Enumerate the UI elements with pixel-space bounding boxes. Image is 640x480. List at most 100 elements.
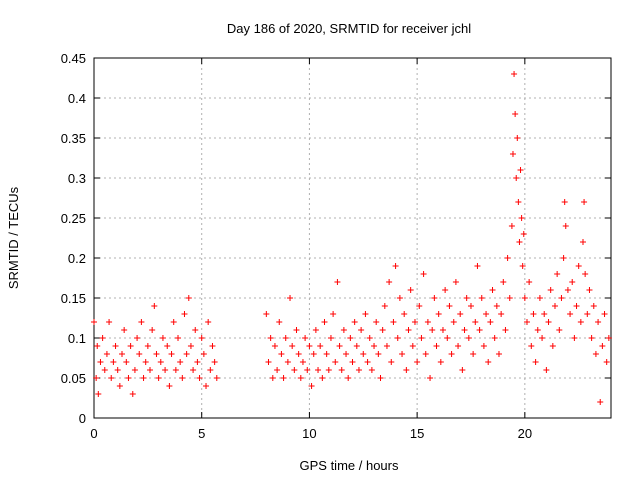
data-point (577, 319, 584, 325)
data-point (149, 327, 156, 333)
data-point (185, 295, 192, 301)
data-point (590, 303, 597, 309)
data-point (302, 335, 309, 341)
data-point (437, 359, 444, 365)
data-point (429, 327, 436, 333)
data-point (125, 375, 132, 381)
data-point (293, 327, 300, 333)
data-point (399, 351, 406, 357)
data-point (506, 295, 513, 301)
data-point (536, 295, 543, 301)
data-point (520, 231, 527, 237)
data-point (495, 351, 502, 357)
x-axis-label: GPS time / hours (300, 458, 399, 473)
data-point (269, 375, 276, 381)
data-point (459, 367, 466, 373)
data-point (573, 303, 580, 309)
data-point (592, 351, 599, 357)
y-tick-label: 0 (79, 411, 86, 426)
data-point (545, 319, 552, 325)
data-point (345, 375, 352, 381)
plot-frame (93, 57, 612, 419)
data-point (142, 359, 149, 365)
data-point (377, 375, 384, 381)
data-point (433, 343, 440, 349)
data-point (114, 367, 121, 373)
data-point (381, 303, 388, 309)
data-point (183, 351, 190, 357)
data-point (360, 351, 367, 357)
data-point (556, 327, 563, 333)
data-point (375, 351, 382, 357)
data-point (511, 71, 518, 77)
data-point (420, 271, 427, 277)
data-point (168, 351, 175, 357)
data-point (267, 335, 274, 341)
data-point (127, 343, 134, 349)
data-point (446, 303, 453, 309)
data-point (508, 223, 515, 229)
data-point (353, 343, 360, 349)
data-point (166, 383, 173, 389)
data-point (116, 383, 123, 389)
data-point (194, 359, 201, 365)
data-point (205, 319, 212, 325)
data-point (418, 335, 425, 341)
data-point (97, 359, 104, 365)
data-point (175, 335, 182, 341)
data-point (401, 311, 408, 317)
data-point (364, 359, 371, 365)
data-point (411, 319, 418, 325)
data-point (518, 215, 525, 221)
data-point (155, 375, 162, 381)
data-point (480, 343, 487, 349)
data-point (366, 335, 373, 341)
data-point (422, 351, 429, 357)
data-point (94, 343, 101, 349)
data-point (101, 367, 108, 373)
data-point (530, 311, 537, 317)
data-point (427, 375, 434, 381)
data-point (340, 327, 347, 333)
data-point (581, 199, 588, 205)
data-point (297, 375, 304, 381)
data-point (177, 359, 184, 365)
data-point (306, 343, 313, 349)
data-point (597, 399, 604, 405)
data-point (263, 311, 270, 317)
data-point (196, 375, 203, 381)
data-point (129, 391, 136, 397)
data-point (327, 335, 334, 341)
data-point (295, 351, 302, 357)
data-point (534, 327, 541, 333)
data-point (601, 311, 608, 317)
data-point (431, 295, 438, 301)
data-point (368, 367, 375, 373)
data-point (396, 295, 403, 301)
y-tick-label: 0.35 (61, 131, 86, 146)
data-point (472, 319, 479, 325)
data-point (512, 111, 519, 117)
data-point (121, 327, 128, 333)
data-point (560, 255, 567, 261)
data-point (571, 335, 578, 341)
data-point (407, 287, 414, 293)
data-point (164, 343, 171, 349)
x-tick-label: 5 (198, 426, 205, 441)
data-point (321, 319, 328, 325)
axis-ticks: 0 5 10 15 20 0 0.05 0.1 0.15 0.2 0.25 0.3 0.35 0.4 0.4… (61, 51, 611, 441)
data-point (213, 375, 220, 381)
data-point (136, 351, 143, 357)
data-point (424, 319, 431, 325)
data-point (170, 319, 177, 325)
data-point (332, 359, 339, 365)
data-point (588, 335, 595, 341)
data-point (315, 367, 322, 373)
data-point (444, 335, 451, 341)
data-point (439, 327, 446, 333)
data-point (299, 359, 306, 365)
data-point (287, 295, 294, 301)
data-point (351, 319, 358, 325)
data-point (465, 335, 472, 341)
data-point (595, 319, 602, 325)
